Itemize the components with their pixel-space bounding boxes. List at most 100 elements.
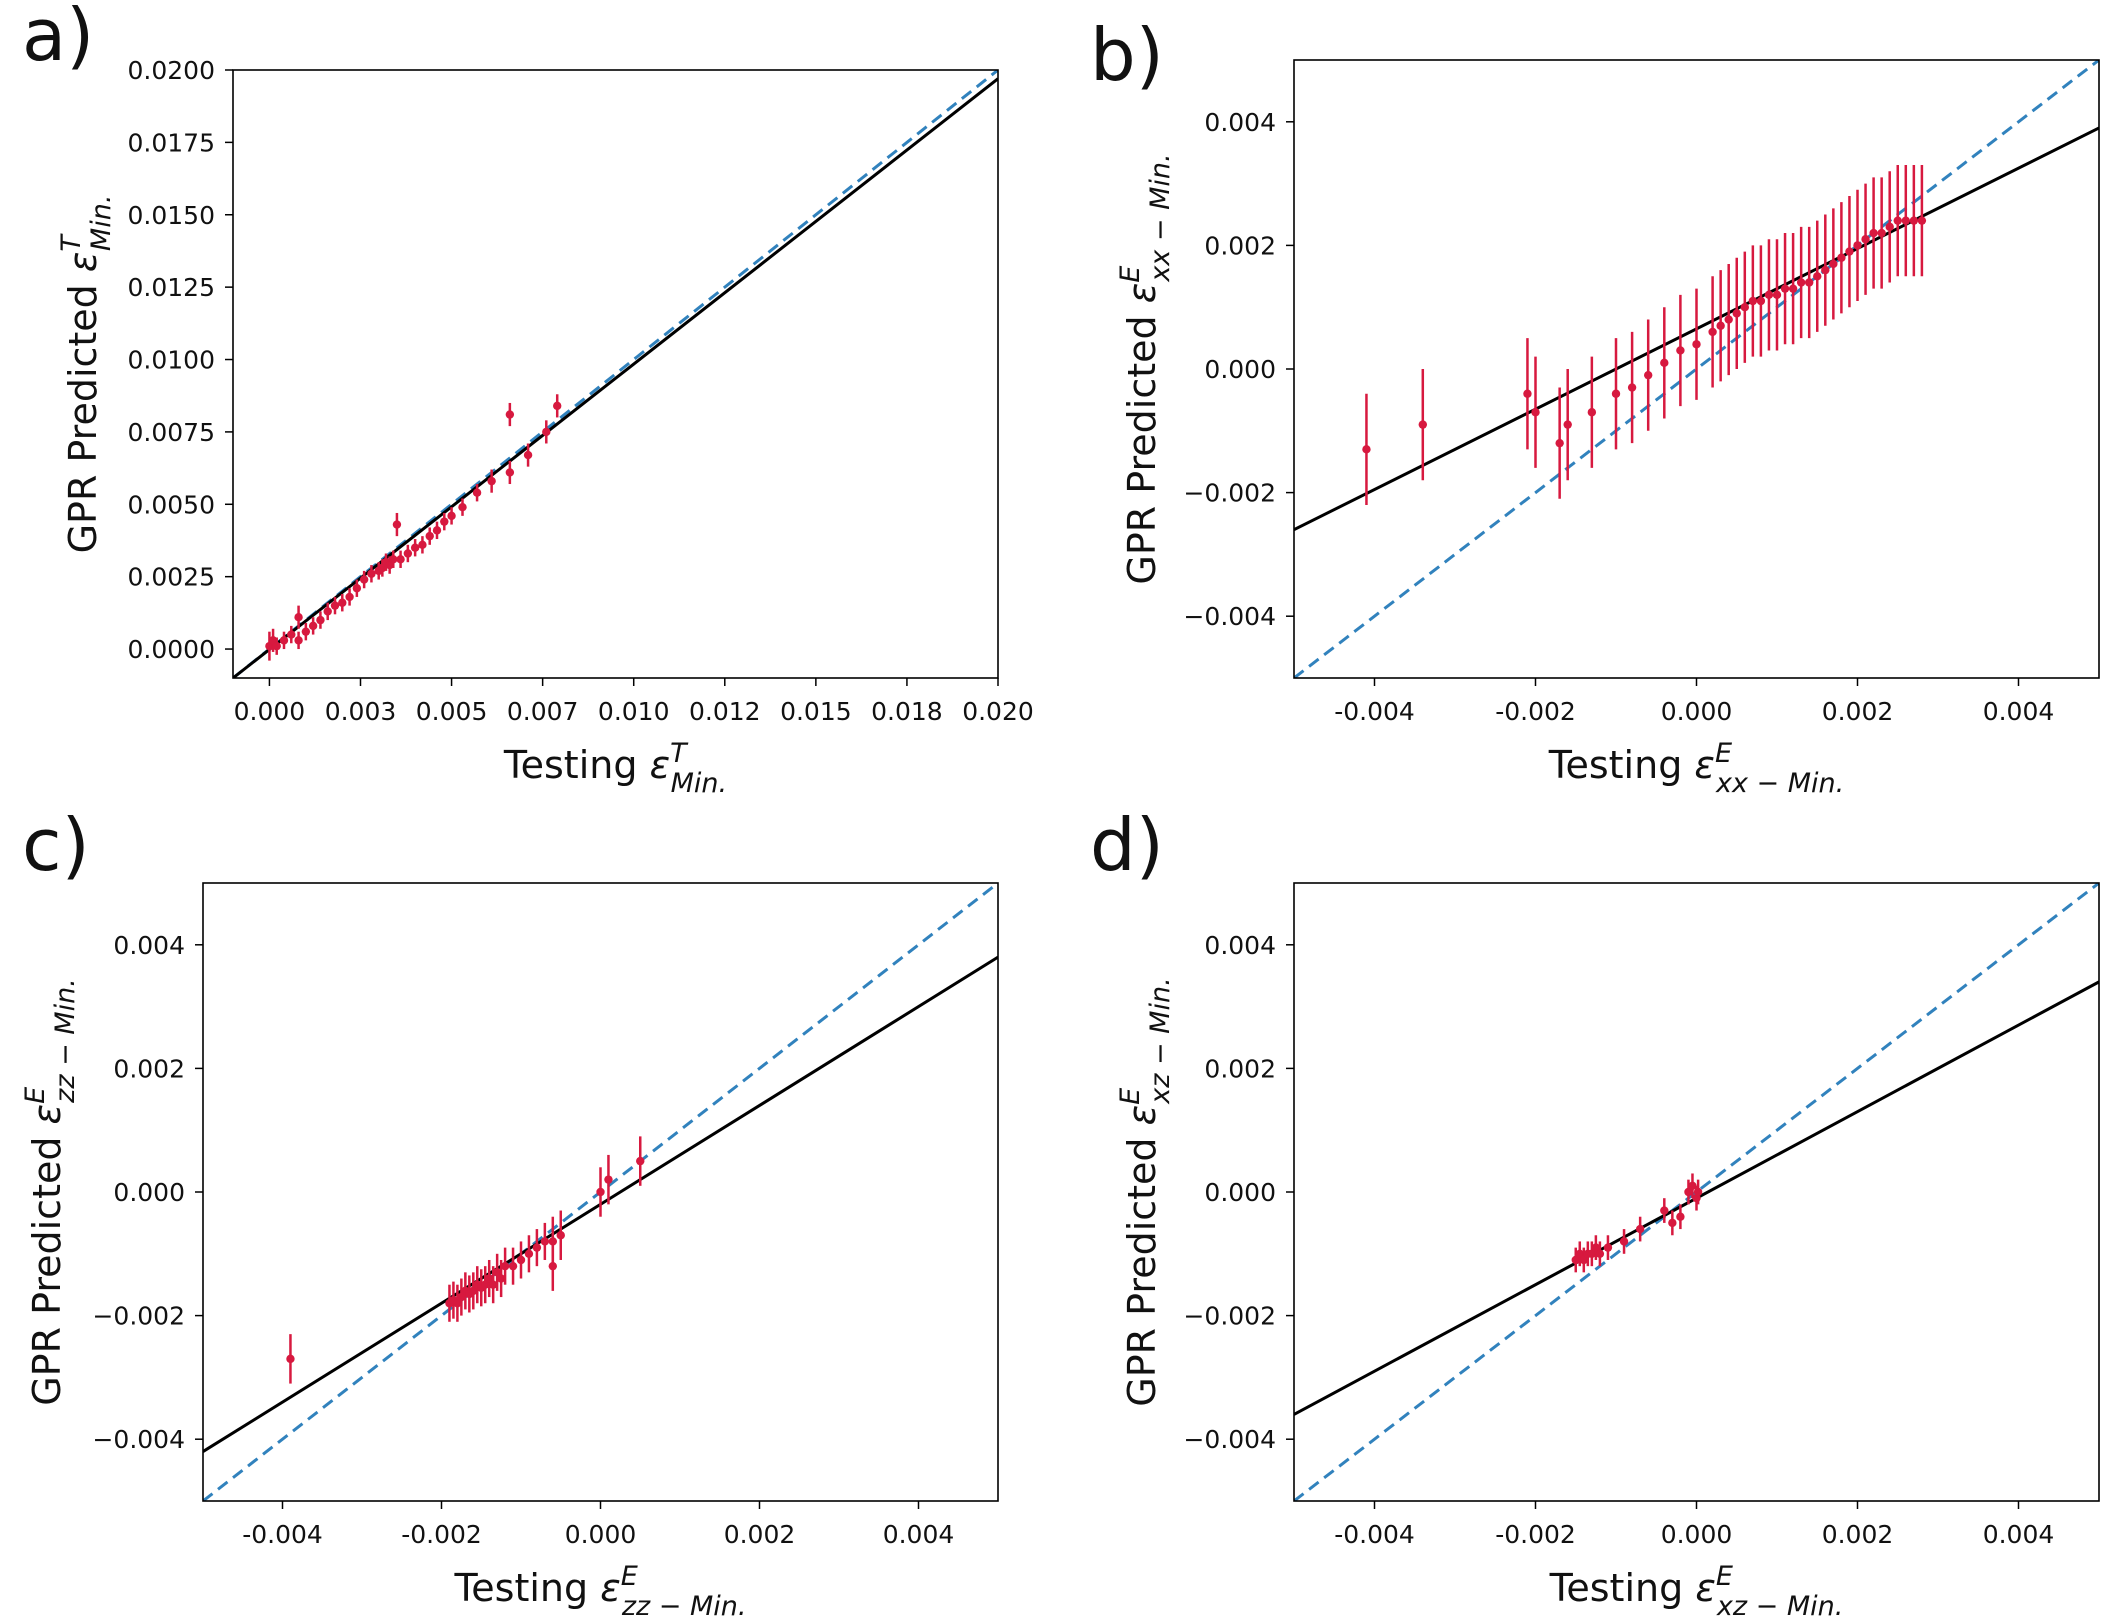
x-axis-label-superscript: T: [670, 738, 689, 769]
y-axis-label: GPR Predicted εTMin.: [56, 195, 117, 554]
x-tick-label: 0.010: [598, 697, 670, 726]
data-point: [1627, 383, 1637, 392]
data-point: [1756, 296, 1766, 306]
panel-c: -0.004 -0.002 0.000 0.002 0.004 −0.004 −0.002 0…: [20, 803, 999, 1620]
y-axis-label-symbol: ε: [1120, 283, 1164, 304]
y-axis-label-subscript: xz − Min.: [1145, 977, 1176, 1104]
y-axis-label-superscript: E: [1115, 1088, 1146, 1105]
data-point: [1660, 358, 1669, 368]
data-point: [316, 615, 325, 625]
x-tick-label: -0.004: [1334, 1520, 1415, 1549]
x-axis-label-text: Testing: [1549, 1566, 1696, 1610]
data-point: [532, 1243, 542, 1252]
x-tick-label: 0.018: [871, 697, 943, 726]
data-point: [330, 601, 340, 610]
data-point: [1853, 241, 1862, 250]
data-point: [1869, 228, 1878, 238]
data-point: [548, 1261, 557, 1271]
x-axis-label-subscript: xx − Min.: [1715, 768, 1844, 799]
y-axis-label-subscript: Min.: [86, 195, 117, 252]
data-point: [1676, 346, 1685, 355]
x-tick-label: -0.002: [1495, 697, 1576, 726]
y-tick-label: 0.002: [113, 1054, 185, 1083]
plot-area: [1294, 60, 2099, 678]
y-tick-label: 0.0025: [128, 563, 215, 592]
data-point: [1688, 1181, 1697, 1191]
x-tick-label: 0.002: [1822, 1520, 1894, 1549]
data-point: [553, 401, 562, 411]
data-point: [1748, 296, 1758, 306]
data-point: [542, 427, 551, 437]
y-tick-label: 0.0050: [128, 490, 215, 519]
y-axis-label-text: GPR Predicted: [25, 1124, 69, 1405]
y-axis-label: GPR Predicted εExx − Min.: [1115, 153, 1176, 584]
fit-line: [233, 77, 998, 678]
data-point: [1603, 1243, 1613, 1252]
data-point: [472, 488, 482, 497]
y-tick-label: 0.0125: [128, 273, 215, 302]
x-axis-label-subscript: Min.: [671, 768, 728, 799]
y-tick-label: 0.0000: [128, 635, 215, 664]
data-point: [294, 613, 303, 622]
data-point: [1418, 420, 1428, 429]
data-point: [279, 636, 289, 645]
plot-area: [233, 70, 998, 678]
data-point: [481, 1280, 490, 1289]
x-axis-label-subscript: zz − Min.: [621, 1591, 747, 1620]
data-point: [1684, 1187, 1693, 1197]
data-point: [1708, 327, 1717, 337]
x-axis-label-symbol: ε: [1694, 743, 1715, 787]
data-point: [1805, 278, 1814, 287]
data-point: [457, 1292, 466, 1302]
x-axis-label-superscript: E: [1716, 1561, 1733, 1592]
data-point: [1893, 216, 1902, 225]
data-point: [1788, 284, 1798, 293]
data-point: [338, 598, 347, 607]
data-point: [1821, 265, 1830, 275]
x-axis-label-text: Testing: [454, 1566, 601, 1610]
y-tick-label: 0.002: [1204, 1054, 1276, 1083]
identity-line: [1294, 60, 2099, 678]
y-tick-label: −0.002: [1183, 479, 1276, 508]
data-point: [453, 1299, 462, 1308]
x-tick-label: 0.000: [565, 1520, 637, 1549]
data-point: [1877, 228, 1886, 238]
x-tick-label: -0.002: [1495, 1520, 1576, 1549]
data-point: [505, 410, 515, 419]
y-tick-label: 0.004: [113, 931, 185, 960]
y-axis-label: GPR Predicted εExz − Min.: [1115, 977, 1176, 1406]
data-point: [1764, 290, 1774, 300]
x-axis-label-text: Testing: [503, 743, 650, 787]
x-axis-label: Testing εE xz − Min.: [1549, 1561, 1844, 1620]
data-point: [1676, 1212, 1685, 1221]
data-point: [540, 1237, 550, 1246]
data-point: [1917, 216, 1927, 225]
panel-label: c): [22, 803, 90, 887]
data-point: [1772, 290, 1782, 300]
data-point: [524, 1249, 534, 1259]
data-point: [492, 1268, 502, 1277]
x-tick-label: 0.000: [1661, 1520, 1733, 1549]
data-point: [367, 569, 376, 578]
data-point: [556, 1231, 565, 1240]
plot-area: [1294, 883, 2099, 1501]
x-tick-label: 0.004: [1983, 697, 2055, 726]
data-point: [287, 630, 296, 639]
x-axis-label: Testing εE xx − Min.: [1548, 738, 1845, 799]
data-point: [487, 476, 496, 486]
data-point: [523, 450, 533, 460]
y-tick-label: 0.0150: [128, 201, 215, 230]
data-point: [1591, 1243, 1601, 1252]
data-point: [1740, 303, 1750, 312]
panel-label: b): [1090, 13, 1164, 97]
data-point: [1813, 272, 1822, 281]
x-axis-label-text: Testing: [1548, 743, 1695, 787]
data-point: [1837, 253, 1846, 262]
y-axis-label-symbol: ε: [1120, 1105, 1164, 1126]
data-point: [1829, 259, 1838, 269]
data-point: [308, 621, 318, 631]
y-axis-label-superscript: E: [20, 1087, 51, 1104]
data-point: [488, 1280, 498, 1289]
panel-label: d): [1090, 803, 1164, 887]
x-axis-label: Testing εT Min.: [503, 738, 727, 799]
